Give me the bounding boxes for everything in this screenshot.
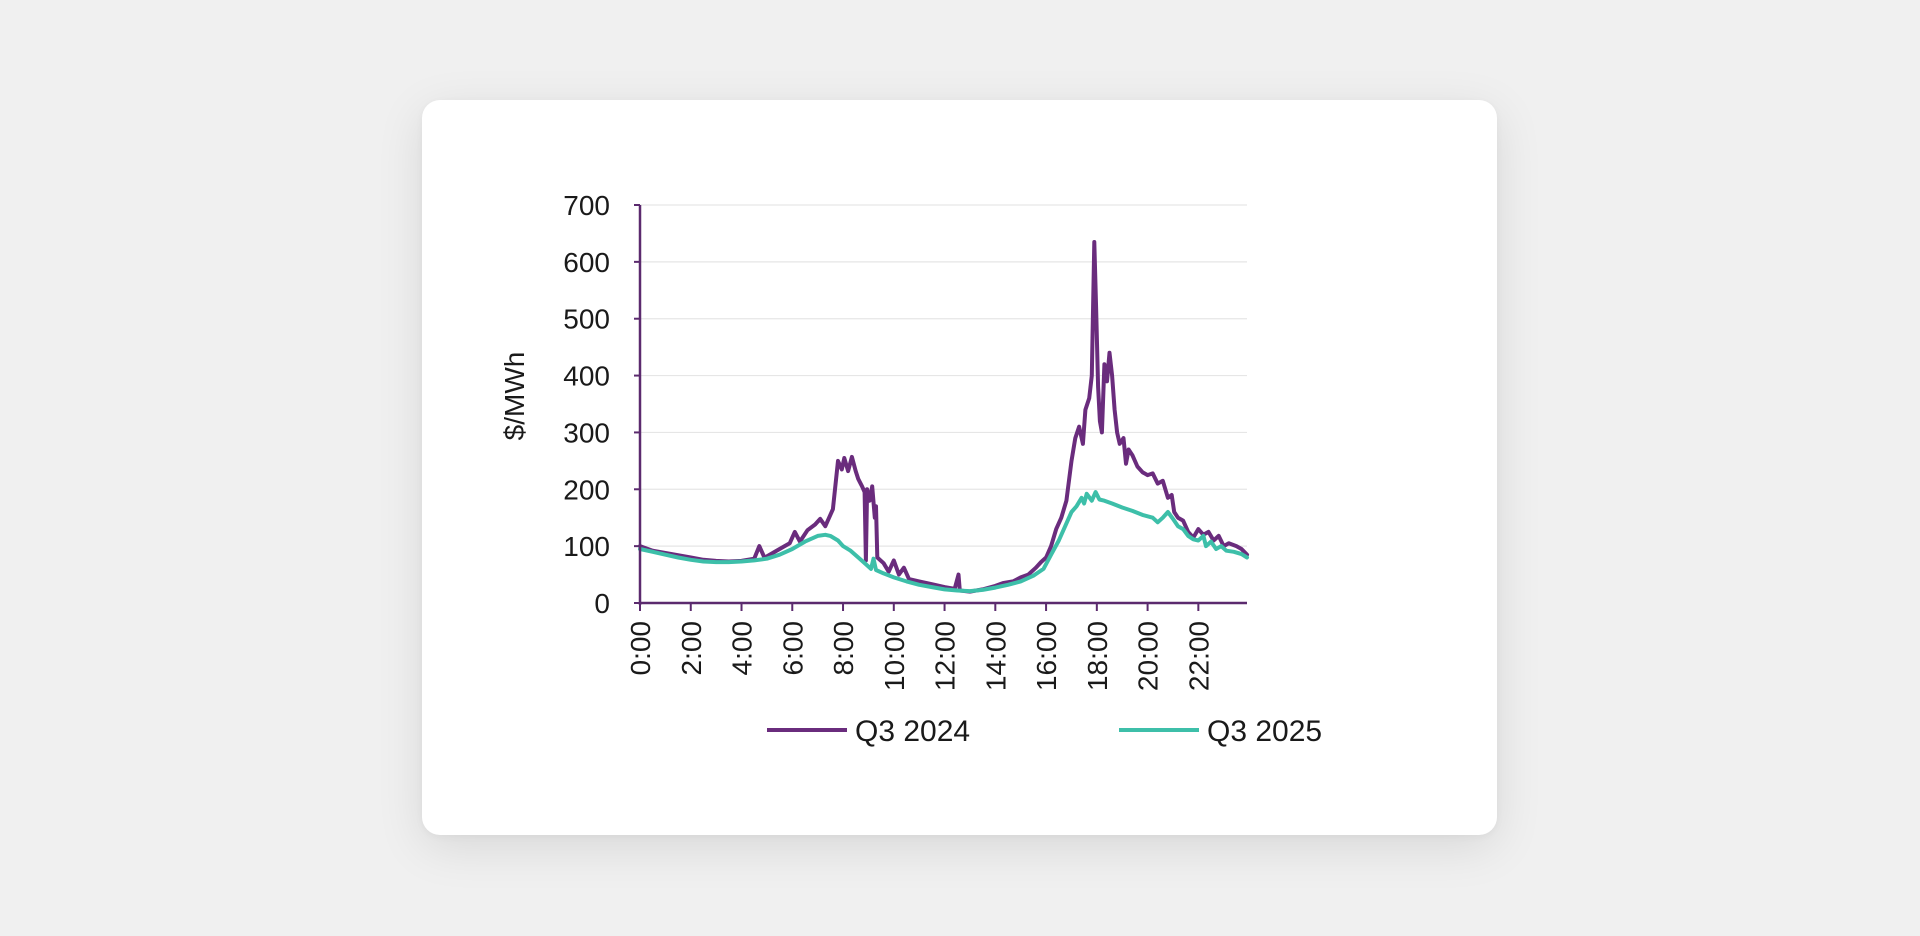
x-tick-label: 20:00 xyxy=(1133,621,1164,691)
axes xyxy=(638,205,1247,605)
x-tick-label: 2:00 xyxy=(676,621,707,676)
y-tick-label: 0 xyxy=(594,588,610,619)
x-tick-label: 16:00 xyxy=(1031,621,1062,691)
legend: Q3 2024 Q3 2025 xyxy=(767,715,1322,748)
x-tick-label: 6:00 xyxy=(777,621,808,676)
y-tick-label: 400 xyxy=(563,361,610,392)
x-tick-label: 0:00 xyxy=(625,621,656,676)
y-tick-label: 100 xyxy=(563,531,610,562)
x-tick-labels: 0:00 2:00 4:00 6:00 8:00 10:00 12:00 14:00 16:00… xyxy=(625,603,1214,691)
legend-item: Q3 2025 xyxy=(1119,715,1322,748)
gridlines xyxy=(640,204,1247,547)
x-tick-label: 10:00 xyxy=(879,621,910,691)
y-tick-label: 200 xyxy=(563,474,610,505)
legend-label: Q3 2024 xyxy=(855,715,970,748)
y-tick-label: 300 xyxy=(563,417,610,448)
price-chart: 0 100 200 300 400 500 600 700 0:00 2:00 4:00 6:00 8… xyxy=(499,190,1322,748)
series-line-q3-2024 xyxy=(638,240,1249,594)
y-tick-label: 500 xyxy=(563,304,610,335)
x-tick-label: 8:00 xyxy=(828,621,859,676)
series-line-q3-2025 xyxy=(638,490,1249,594)
y-tick-labels: 0 100 200 300 400 500 600 700 xyxy=(563,190,640,619)
legend-item: Q3 2024 xyxy=(767,715,970,748)
y-tick-label: 600 xyxy=(563,247,610,278)
y-tick-label: 700 xyxy=(563,190,610,221)
series-lines xyxy=(638,240,1249,594)
x-tick-label: 22:00 xyxy=(1183,621,1214,691)
x-tick-label: 4:00 xyxy=(727,621,758,676)
y-axis-title: $/MWh xyxy=(499,352,530,441)
legend-label: Q3 2025 xyxy=(1207,715,1322,748)
x-tick-label: 12:00 xyxy=(930,621,961,691)
x-tick-label: 14:00 xyxy=(980,621,1011,691)
x-tick-label: 18:00 xyxy=(1082,621,1113,691)
chart-card: 0 100 200 300 400 500 600 700 0:00 2:00 4:00 6:00 8… xyxy=(422,100,1497,835)
